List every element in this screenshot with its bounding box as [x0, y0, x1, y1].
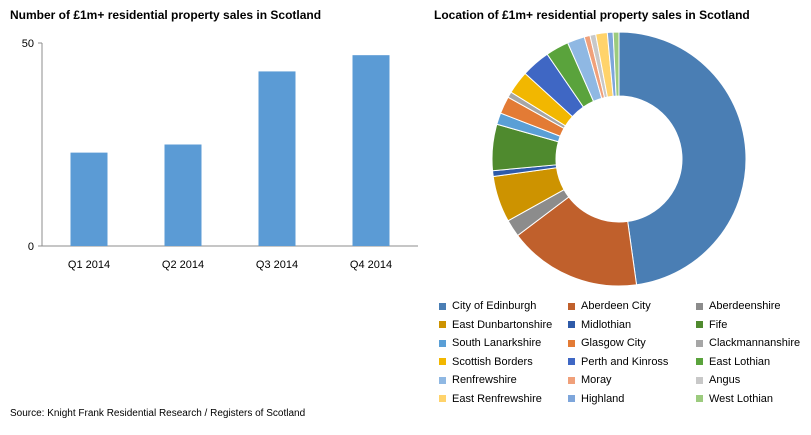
donut-legend: City of Edinburgh Aberdeen City Aberdeensh…: [439, 298, 809, 407]
x-tick-label: Q3 2014: [256, 259, 298, 271]
legend-swatch: [696, 302, 703, 310]
legend-item: Clackmannanshire: [696, 335, 809, 352]
legend-item: West Lothian: [696, 391, 809, 408]
legend-item: Angus: [696, 372, 809, 389]
donut-slice: [618, 31, 747, 286]
donut-slice: [612, 31, 620, 97]
legend-item: City of Edinburgh: [439, 298, 568, 315]
legend-item: South Lanarkshire: [439, 335, 568, 352]
legend-label: Clackmannanshire: [709, 337, 801, 350]
legend-label: Highland: [581, 392, 625, 405]
legend-label: City of Edinburgh: [452, 300, 537, 313]
legend-swatch: [439, 358, 446, 366]
legend-item: Renfrewshire: [439, 372, 568, 389]
legend-swatch: [439, 339, 446, 347]
legend-item: Midlothian: [568, 317, 696, 334]
y-tick-label: 0: [28, 241, 34, 253]
legend-label: Perth and Kinross: [581, 355, 669, 368]
legend-label: Glasgow City: [581, 337, 646, 350]
legend-swatch: [696, 395, 703, 403]
bar: [164, 144, 202, 246]
legend-item: Scottish Borders: [439, 354, 568, 371]
legend-item: Perth and Kinross: [568, 354, 696, 371]
source-note: Source: Knight Frank Residential Researc…: [10, 408, 306, 419]
bar: [258, 71, 296, 246]
legend-item: Highland: [568, 391, 696, 408]
bar: [70, 152, 108, 246]
legend-item: East Lothian: [696, 354, 809, 371]
bar-chart-title: Number of £1m+ residential property sale…: [10, 8, 322, 22]
legend-label: East Renfrewshire: [452, 392, 542, 405]
legend-swatch: [568, 321, 575, 329]
legend-item: Moray: [568, 372, 696, 389]
legend-label: East Dunbartonshire: [452, 318, 553, 331]
legend-label: Moray: [581, 374, 612, 387]
legend-label: Fife: [709, 318, 728, 331]
legend-swatch: [439, 376, 446, 384]
legend-label: Aberdeenshire: [709, 300, 781, 313]
legend-item: Glasgow City: [568, 335, 696, 352]
legend-item: Aberdeenshire: [696, 298, 809, 315]
legend-swatch: [568, 395, 575, 403]
legend-swatch: [568, 376, 575, 384]
legend-item: Aberdeen City: [568, 298, 696, 315]
legend-label: Renfrewshire: [452, 374, 517, 387]
legend-label: East Lothian: [709, 355, 771, 368]
legend-swatch: [439, 302, 446, 310]
x-tick-label: Q2 2014: [162, 259, 204, 271]
x-tick-label: Q4 2014: [350, 259, 392, 271]
legend-item: East Renfrewshire: [439, 391, 568, 408]
legend-swatch: [696, 358, 703, 366]
x-tick-label: Q1 2014: [68, 259, 110, 271]
legend-label: Aberdeen City: [581, 300, 651, 313]
legend-swatch: [568, 358, 575, 366]
bar: [352, 55, 390, 247]
legend-label: South Lanarkshire: [452, 337, 542, 350]
legend-label: Scottish Borders: [452, 355, 533, 368]
legend-swatch: [568, 302, 575, 310]
legend-swatch: [439, 395, 446, 403]
legend-label: Angus: [709, 374, 741, 387]
legend-swatch: [568, 339, 575, 347]
legend-swatch: [696, 339, 703, 347]
legend-swatch: [696, 376, 703, 384]
legend-swatch: [439, 321, 446, 329]
legend-item: Fife: [696, 317, 809, 334]
y-tick-label: 50: [22, 38, 34, 50]
legend-label: Midlothian: [581, 318, 632, 331]
legend-swatch: [696, 321, 703, 329]
legend-label: West Lothian: [709, 392, 774, 405]
legend-item: East Dunbartonshire: [439, 317, 568, 334]
donut-chart-title: Location of £1m+ residential property sa…: [434, 8, 750, 22]
